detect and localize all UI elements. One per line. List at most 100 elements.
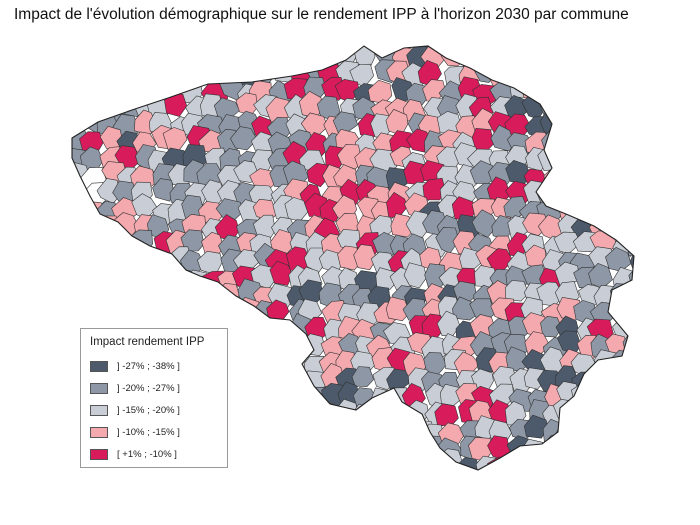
commune-cell	[556, 437, 579, 463]
commune-cell	[232, 46, 257, 68]
commune-cell	[238, 451, 262, 470]
commune-cell	[248, 388, 276, 412]
commune-cell	[303, 46, 327, 53]
commune-cell	[607, 416, 634, 440]
commune-cell	[45, 382, 71, 406]
commune-cell	[572, 126, 596, 150]
commune-cell	[609, 148, 634, 175]
commune-cell	[72, 313, 75, 340]
commune-cell	[46, 372, 71, 394]
commune-cell	[264, 320, 289, 345]
commune-cell	[572, 164, 597, 189]
commune-cell	[608, 63, 633, 87]
commune-cell	[561, 48, 584, 72]
commune-cell	[540, 315, 563, 338]
commune-cell	[626, 62, 634, 88]
commune-cell	[623, 117, 634, 139]
commune-cell	[523, 414, 549, 439]
commune-cell	[47, 112, 69, 135]
commune-cell	[625, 143, 634, 168]
commune-cell	[72, 455, 73, 470]
commune-cell	[47, 421, 72, 443]
commune-cell	[544, 46, 570, 71]
commune-cell	[144, 264, 171, 290]
commune-cell	[593, 422, 620, 448]
commune-cell	[492, 46, 519, 65]
commune-cell	[562, 60, 587, 84]
commune-cell	[440, 46, 466, 67]
commune-cell	[629, 249, 634, 274]
legend-label: ] -27% ; -38% ]	[117, 360, 180, 372]
legend-swatch	[90, 360, 108, 372]
commune-cell	[281, 434, 309, 456]
commune-cell	[72, 279, 73, 305]
commune-cell	[186, 299, 210, 324]
commune-cell	[220, 303, 244, 329]
commune-cell	[561, 112, 587, 138]
commune-cell	[72, 195, 88, 220]
commune-cell	[338, 418, 364, 442]
commune-cell	[200, 284, 228, 307]
commune-cell	[118, 295, 142, 322]
commune-cell	[367, 79, 393, 104]
legend-swatch	[90, 404, 108, 416]
legend-label: ] -15% ; -20% ]	[117, 404, 180, 416]
commune-cell	[539, 95, 562, 118]
commune-cell	[489, 46, 513, 50]
commune-cell	[72, 253, 88, 278]
commune-cell	[101, 47, 126, 73]
commune-cell	[44, 129, 69, 153]
commune-cell	[367, 420, 394, 445]
commune-cell	[628, 263, 634, 290]
commune-cell	[97, 250, 122, 274]
commune-cell	[135, 278, 159, 303]
commune-cell	[622, 431, 634, 458]
commune-cell	[537, 46, 563, 56]
commune-cell	[426, 454, 449, 470]
commune-cell	[144, 279, 170, 304]
commune-cell	[559, 177, 581, 203]
commune-cell	[80, 65, 105, 87]
commune-cell	[271, 331, 295, 359]
commune-cell	[375, 267, 399, 290]
commune-cell	[79, 80, 105, 104]
commune-cell	[336, 144, 363, 170]
legend-label: ] -10% ; -15% ]	[117, 426, 180, 438]
commune-cell	[574, 183, 599, 209]
commune-cell	[72, 198, 75, 222]
commune-cell	[130, 46, 156, 68]
commune-cell	[349, 451, 377, 470]
legend-title: Impact rendement IPP	[90, 336, 205, 348]
commune-cell	[605, 180, 632, 208]
commune-cell	[570, 451, 596, 470]
commune-cell	[602, 209, 629, 234]
commune-cell	[200, 60, 225, 86]
commune-cell	[72, 81, 75, 105]
commune-cell	[590, 115, 616, 142]
commune-cell	[285, 456, 311, 470]
commune-cell	[72, 231, 88, 255]
commune-cell	[404, 450, 431, 470]
commune-cell	[589, 46, 615, 68]
commune-cell	[44, 183, 69, 207]
commune-cell	[456, 46, 483, 50]
commune-cell	[509, 46, 534, 68]
legend-swatch	[90, 426, 108, 438]
commune-cell	[575, 405, 604, 427]
commune-cell	[351, 366, 374, 387]
commune-cell	[592, 438, 616, 461]
commune-cell	[556, 450, 581, 470]
commune-cell	[72, 247, 73, 271]
commune-cell	[252, 437, 276, 463]
commune-cell	[96, 302, 123, 329]
commune-cell	[269, 419, 297, 444]
commune-cell	[622, 198, 634, 225]
commune-cell	[235, 398, 260, 424]
commune-cell	[608, 115, 633, 141]
commune-cell	[99, 282, 123, 309]
commune-cell	[609, 283, 633, 306]
commune-cell	[589, 60, 618, 87]
commune-cell	[628, 213, 634, 237]
commune-cell	[253, 416, 280, 439]
commune-cell	[280, 380, 307, 406]
